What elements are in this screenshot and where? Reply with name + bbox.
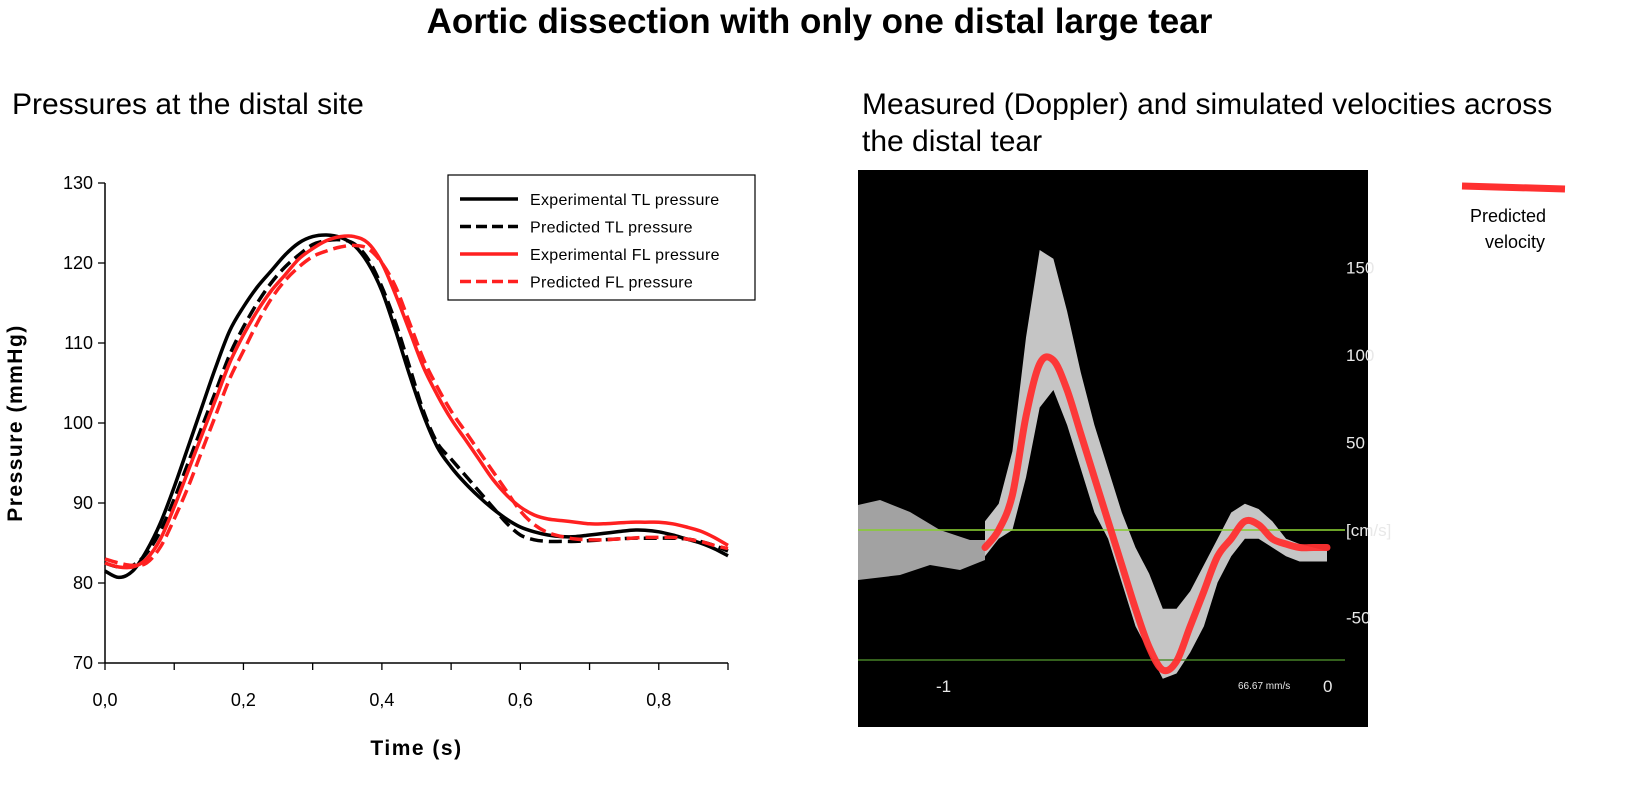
main-title: Aortic dissection with only one distal l… — [426, 2, 1213, 41]
pressure-chart: 70 80 90 100 110 120 130 0,0 0,2 0,4 0,6 0,8 Time (… — [4, 173, 756, 760]
y-tick-label: 70 — [73, 653, 93, 673]
doppler-noise-left — [858, 500, 985, 580]
x-tick-label: 0,6 — [508, 690, 533, 710]
legend: Experimental TL pressure Predicted TL pre… — [447, 174, 756, 301]
series-line-1 — [104, 233, 729, 580]
right-chart-title: Measured (Doppler) and simulated velocit… — [862, 88, 1553, 158]
doppler-envelope-shape — [985, 250, 1327, 679]
pressure-series — [104, 233, 729, 580]
doppler-y-tick-label: [cm/s] — [1346, 521, 1391, 540]
left-chart-title: Pressures at the distal site — [12, 88, 364, 121]
legend-label-1: Experimental TL pressure — [530, 192, 720, 209]
predicted-velocity-line — [981, 353, 1331, 675]
doppler-axes: 150 100 50 [cm/s] -50 -1 0 — [858, 259, 1391, 696]
series-line-4 — [104, 243, 729, 568]
legend-label-4: Predicted FL pressure — [530, 275, 693, 292]
doppler-x-tick-label: 0 — [1323, 677, 1332, 696]
pressure-axes: 70 80 90 100 110 120 130 0,0 0,2 0,4 0,6 0,8 — [63, 173, 729, 710]
doppler-x-tick-label: -1 — [936, 677, 951, 696]
side-legend-swatch — [1461, 182, 1566, 193]
doppler-y-tick-label: -50 — [1346, 609, 1371, 628]
speed-annotation: 66.67 mm/s — [1238, 681, 1290, 692]
legend-label-2: Predicted TL pressure — [530, 220, 693, 237]
y-tick-label: 90 — [73, 493, 93, 513]
side-legend: Predicted velocity — [1461, 182, 1566, 252]
legend-label-3: Experimental FL pressure — [530, 247, 720, 264]
doppler-y-tick-label: 50 — [1346, 434, 1365, 453]
y-axis-label: Pressure (mmHg) — [4, 324, 27, 522]
doppler-chart: 150 100 50 [cm/s] -50 -1 0 66.67 mm/s — [858, 170, 1391, 727]
velocity-series — [981, 353, 1331, 675]
doppler-y-tick-label: 100 — [1346, 346, 1374, 365]
y-tick-label: 80 — [73, 573, 93, 593]
legend-box — [447, 174, 756, 301]
doppler-background — [858, 170, 1368, 727]
series-line-3 — [104, 234, 729, 570]
y-tick-label: 120 — [63, 253, 93, 273]
y-tick-label: 100 — [63, 413, 93, 433]
x-tick-label: 0,4 — [369, 690, 394, 710]
x-tick-label: 0,2 — [231, 690, 256, 710]
side-legend-label-line2: velocity — [1485, 232, 1545, 252]
x-tick-label: 0,8 — [646, 690, 671, 710]
y-tick-label: 110 — [64, 333, 93, 353]
x-axis-label: Time (s) — [370, 737, 462, 760]
side-legend-label-line1: Predicted — [1470, 206, 1546, 226]
y-tick-label: 130 — [63, 173, 93, 193]
x-tick-label: 0,0 — [92, 690, 117, 710]
measured-doppler-envelope — [858, 250, 1327, 679]
doppler-y-tick-label: 150 — [1346, 259, 1374, 278]
